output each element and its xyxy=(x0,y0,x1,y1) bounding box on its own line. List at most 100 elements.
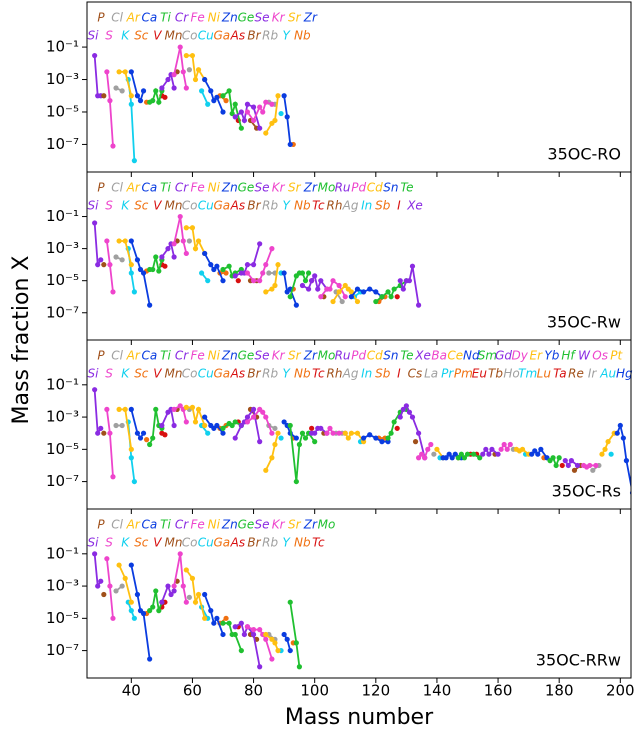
data-point xyxy=(171,406,177,412)
data-point xyxy=(458,451,464,457)
data-point xyxy=(183,599,189,605)
data-point xyxy=(318,278,324,284)
data-point xyxy=(208,608,214,614)
data-point xyxy=(104,238,110,244)
data-point xyxy=(415,302,422,308)
element-label: Cu xyxy=(198,199,214,213)
element-label: S xyxy=(105,199,113,213)
data-point xyxy=(287,647,293,654)
data-point xyxy=(330,278,336,284)
data-point xyxy=(272,425,278,431)
data-point xyxy=(110,289,116,295)
element-label: Co xyxy=(182,29,198,43)
element-label: Zn xyxy=(221,181,238,195)
data-point xyxy=(449,455,455,461)
data-point xyxy=(195,238,202,244)
data-point xyxy=(269,455,275,461)
data-point xyxy=(412,439,419,445)
data-point xyxy=(296,664,303,670)
element-label: Sn xyxy=(383,349,398,363)
data-point xyxy=(305,270,312,276)
data-point xyxy=(415,430,422,436)
element-label: S xyxy=(105,367,113,381)
element-label: Ca xyxy=(141,181,157,195)
element-label: V xyxy=(153,536,162,550)
data-point xyxy=(278,110,284,117)
element-label: Nb xyxy=(294,199,311,213)
data-point xyxy=(134,430,141,436)
data-point xyxy=(92,551,98,557)
data-point xyxy=(620,435,626,441)
plot-area xyxy=(92,213,422,308)
data-point xyxy=(504,446,510,452)
data-point xyxy=(192,599,199,605)
data-point xyxy=(302,435,309,441)
element-label: Sm xyxy=(478,349,497,363)
y-tick-label: 10⁻⁷ xyxy=(46,641,79,659)
data-point xyxy=(556,455,562,461)
y-tick-label: 10⁻¹ xyxy=(46,207,79,225)
data-point xyxy=(183,85,189,91)
element-label: K xyxy=(121,367,130,381)
y-tick-label: 10⁻⁵ xyxy=(46,102,79,120)
data-point xyxy=(397,278,403,284)
data-point xyxy=(183,250,189,257)
element-label: Ti xyxy=(160,11,171,25)
data-point xyxy=(92,220,98,226)
data-point xyxy=(574,462,581,469)
y-tick-label: 10⁻⁵ xyxy=(46,609,79,627)
data-point xyxy=(336,282,342,289)
data-point xyxy=(379,439,385,445)
element-label: Lu xyxy=(537,367,552,381)
element-label: Ar xyxy=(126,518,141,532)
data-point xyxy=(422,455,428,461)
element-label: La xyxy=(424,367,438,381)
data-point xyxy=(455,455,461,461)
data-point xyxy=(119,583,125,589)
element-label: Ni xyxy=(208,11,221,25)
data-point xyxy=(214,615,220,621)
data-point xyxy=(214,94,220,100)
data-point xyxy=(232,624,238,630)
element-label: Er xyxy=(529,349,543,363)
data-point xyxy=(98,257,104,263)
element-label: K xyxy=(121,29,130,43)
data-point xyxy=(153,88,159,94)
element-label: Cr xyxy=(175,11,189,25)
data-point xyxy=(159,85,165,91)
element-label: Cu xyxy=(198,367,214,381)
element-label: Cd xyxy=(367,181,383,195)
element-label: Ar xyxy=(126,11,141,25)
data-point xyxy=(477,455,483,461)
data-point xyxy=(211,98,217,104)
data-point xyxy=(327,286,333,292)
element-label: Cu xyxy=(198,536,214,550)
data-point xyxy=(587,462,593,469)
data-point xyxy=(95,262,101,268)
element-label: S xyxy=(105,29,113,43)
series-line xyxy=(105,409,114,477)
data-point xyxy=(244,109,251,115)
element-label: Br xyxy=(247,536,261,550)
data-point xyxy=(208,88,214,94)
data-point xyxy=(299,270,306,276)
element-label: Ar xyxy=(126,181,141,195)
element-label: Mn xyxy=(165,29,183,43)
data-point xyxy=(131,478,137,485)
element-label: Y xyxy=(283,29,292,43)
element-label: Ge xyxy=(238,181,255,195)
series-line xyxy=(105,71,114,147)
data-point xyxy=(113,85,119,91)
element-label: Rh xyxy=(327,367,343,381)
data-point xyxy=(293,302,299,308)
data-point xyxy=(593,462,599,469)
data-point xyxy=(483,446,489,452)
data-point xyxy=(605,439,611,445)
data-point xyxy=(269,636,275,642)
data-point xyxy=(128,455,134,461)
element-label: Y xyxy=(283,536,292,550)
element-label: V xyxy=(153,199,162,213)
data-point xyxy=(388,294,394,300)
data-point xyxy=(165,246,171,252)
data-point xyxy=(461,455,468,461)
